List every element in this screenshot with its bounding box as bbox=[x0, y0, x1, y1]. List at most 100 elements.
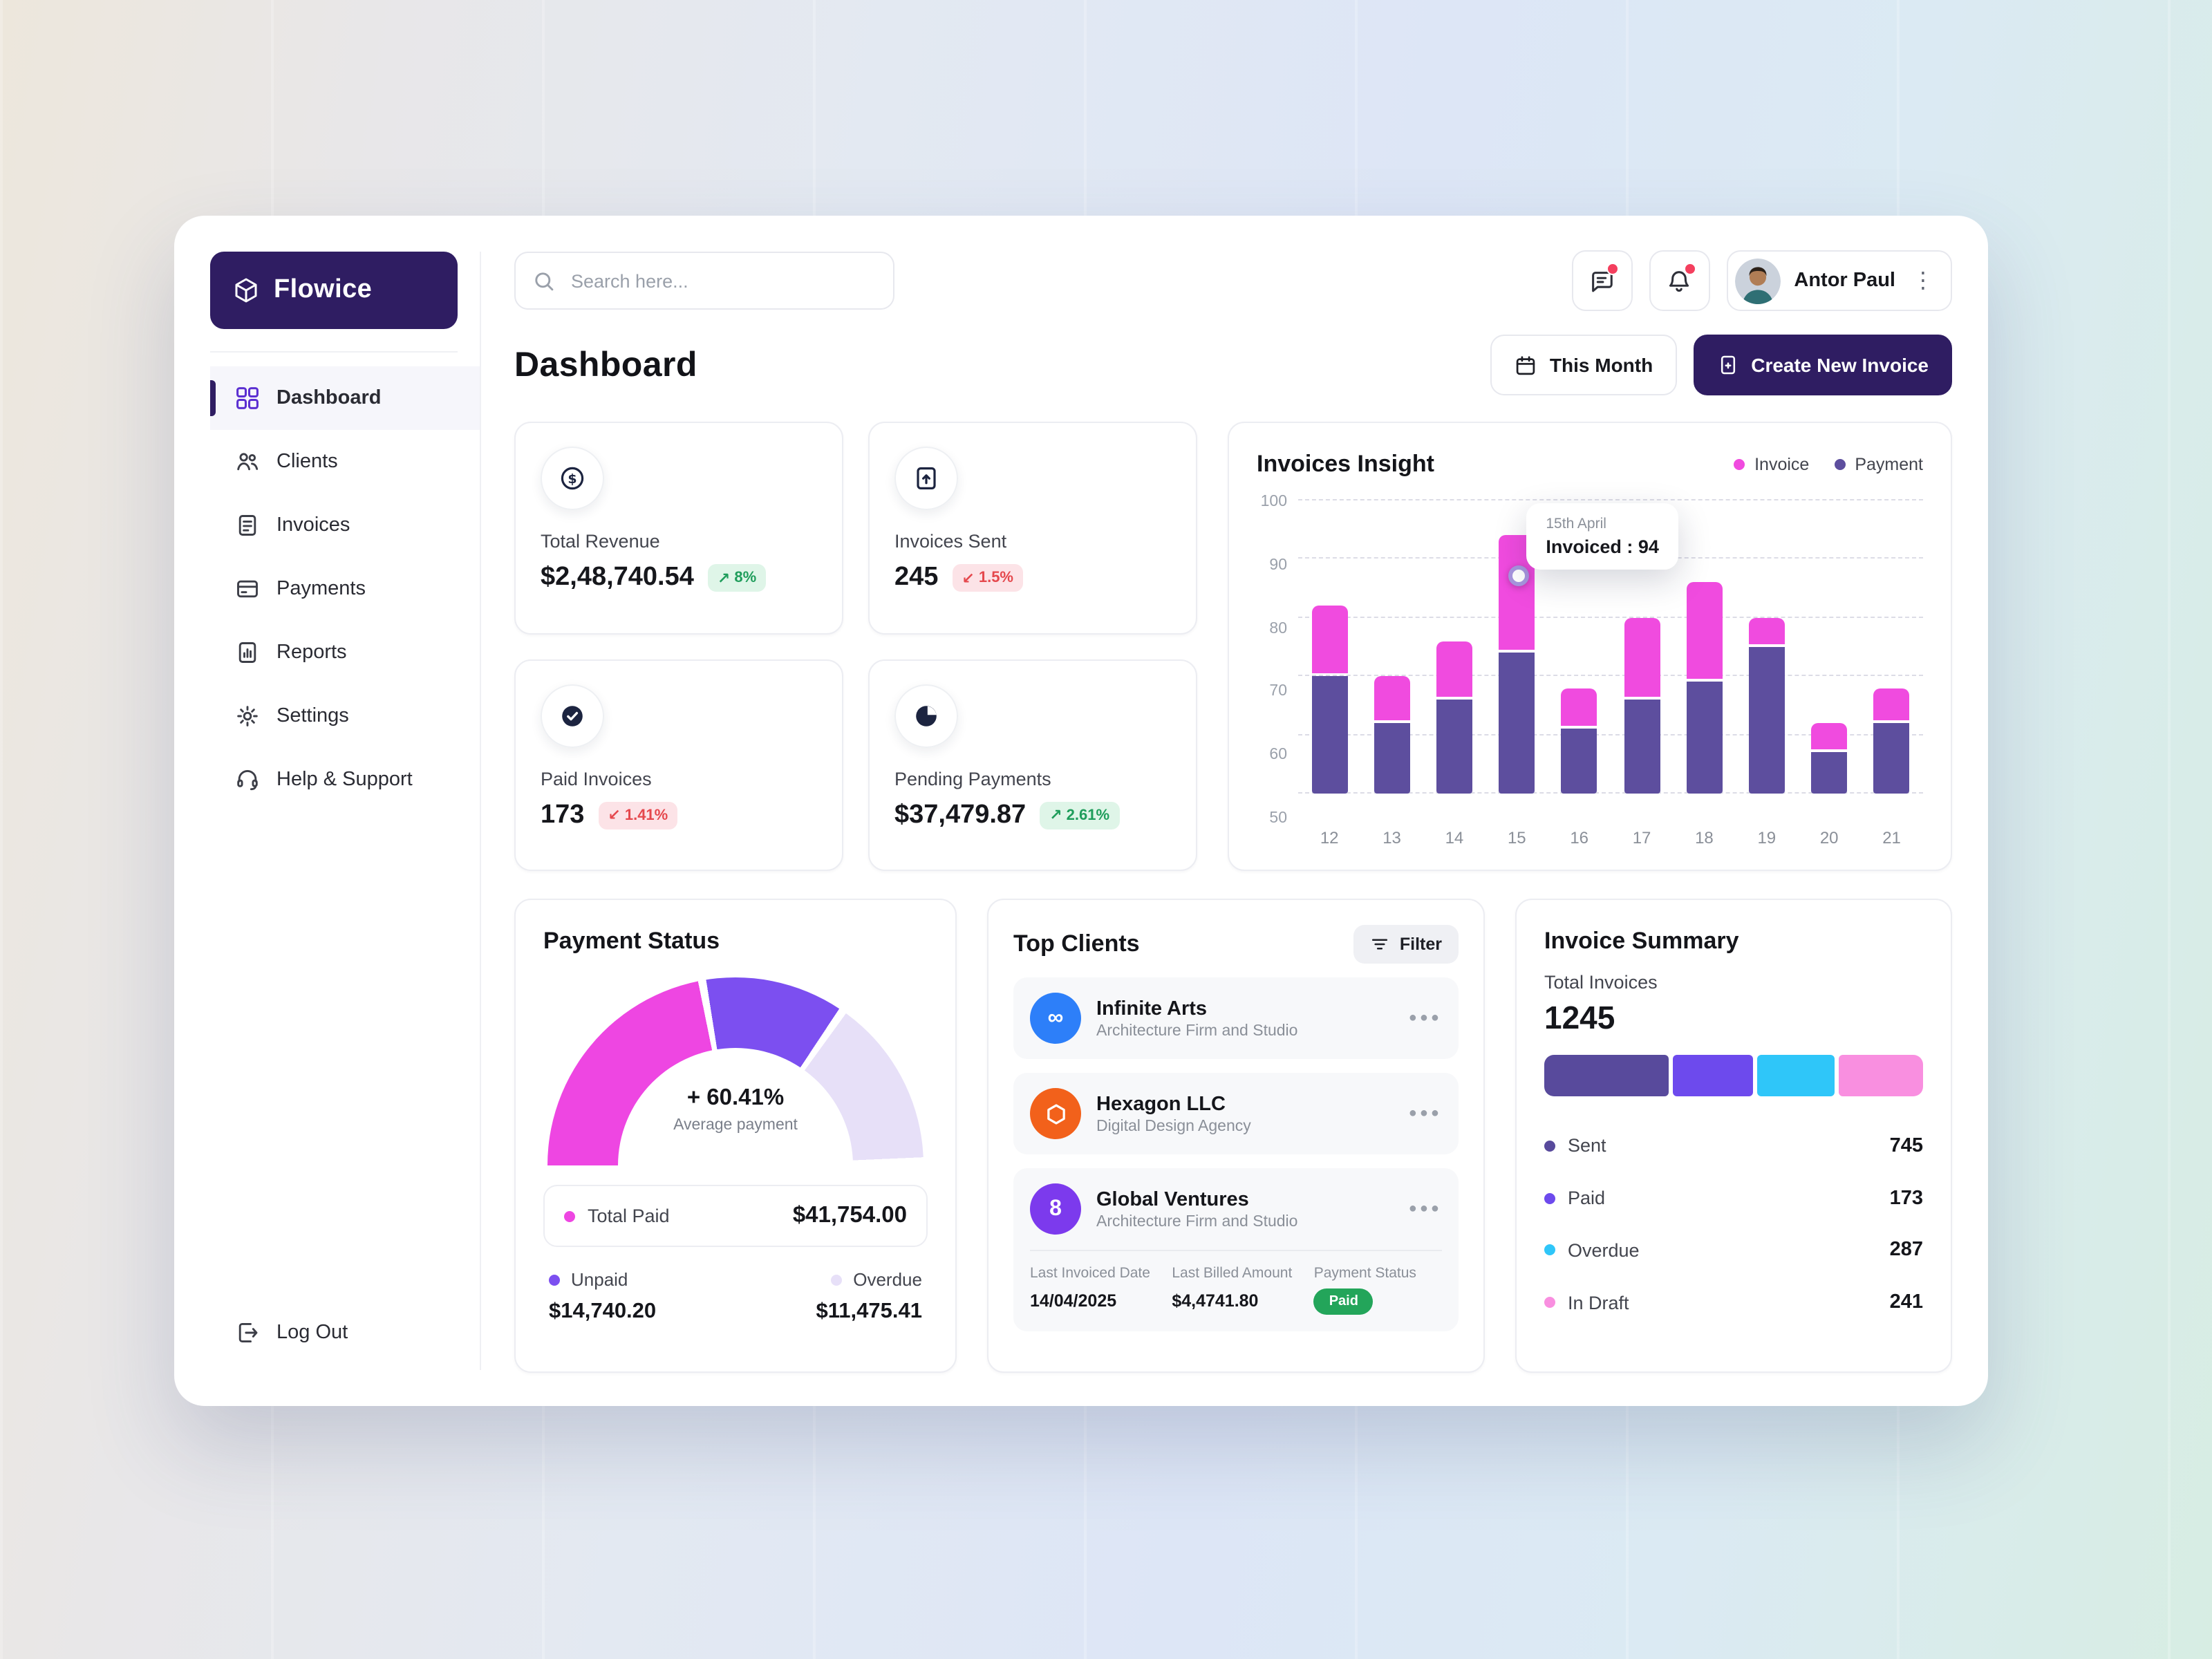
search-box[interactable] bbox=[514, 252, 894, 310]
legend-invoice: Invoice bbox=[1734, 455, 1809, 474]
client-row-infinite-arts[interactable]: ∞ Infinite Arts Architecture Firm and St… bbox=[1013, 977, 1459, 1059]
more-options-button[interactable]: ●●● bbox=[1408, 1011, 1442, 1026]
payments-icon bbox=[235, 577, 260, 601]
gauge-value: + 60.41% bbox=[686, 1085, 785, 1110]
bar-group[interactable] bbox=[1298, 500, 1360, 794]
file-up-icon bbox=[894, 447, 958, 510]
messages-button[interactable] bbox=[1571, 250, 1633, 311]
more-options-button[interactable]: ●●● bbox=[1408, 1106, 1442, 1121]
y-tick-label: 80 bbox=[1269, 620, 1287, 637]
summary-row-sent: Sent 745 bbox=[1544, 1135, 1923, 1157]
payment-bar-segment bbox=[1436, 700, 1472, 794]
overdue-value: $11,475.41 bbox=[816, 1300, 922, 1323]
sidebar-item-payments[interactable]: Payments bbox=[210, 557, 480, 621]
clients-icon bbox=[235, 449, 260, 474]
summary-bar-segment bbox=[1673, 1055, 1754, 1096]
summary-label: Sent bbox=[1568, 1135, 1606, 1156]
bar-group[interactable] bbox=[1611, 500, 1673, 794]
detail-header: Last Billed Amount bbox=[1172, 1265, 1293, 1282]
gridline bbox=[1298, 675, 1923, 677]
stat-delta: 1.41% bbox=[624, 807, 668, 823]
more-options-button[interactable]: ●●● bbox=[1408, 1201, 1442, 1217]
sidebar-item-settings[interactable]: Settings bbox=[210, 684, 480, 748]
logout-label: Log Out bbox=[276, 1322, 348, 1344]
filter-icon bbox=[1371, 935, 1390, 954]
bar-group[interactable] bbox=[1736, 500, 1798, 794]
create-new-invoice-button[interactable]: Create New Invoice bbox=[1693, 335, 1952, 395]
total-invoices-value: 1245 bbox=[1544, 1000, 1615, 1035]
client-row-global-ventures[interactable]: 8 Global Ventures Architecture Firm and … bbox=[1013, 1168, 1459, 1250]
bar-group[interactable] bbox=[1548, 500, 1611, 794]
sidebar-item-label: Reports bbox=[276, 641, 347, 664]
topbar: Antor Paul ⋮ bbox=[514, 250, 1952, 311]
sidebar-item-label: Payments bbox=[276, 578, 366, 600]
topbar-actions: Antor Paul ⋮ bbox=[1571, 250, 1952, 311]
sidebar-item-help-support[interactable]: Help & Support bbox=[210, 748, 480, 812]
y-tick-label: 90 bbox=[1269, 556, 1287, 574]
cube-logo-icon bbox=[232, 276, 260, 304]
logout-icon bbox=[235, 1320, 260, 1345]
logout-button[interactable]: Log Out bbox=[210, 1301, 480, 1365]
filter-label: Filter bbox=[1399, 935, 1442, 954]
figure-eight-icon: 8 bbox=[1030, 1183, 1081, 1235]
chart-legend: Invoice Payment bbox=[1734, 455, 1923, 474]
tooltip-value: Invoiced : 94 bbox=[1546, 536, 1659, 557]
stat-label: Paid Invoices bbox=[541, 768, 652, 789]
active-indicator bbox=[210, 380, 215, 416]
sidebar-item-clients[interactable]: Clients bbox=[210, 430, 480, 494]
gridline bbox=[1298, 616, 1923, 618]
this-month-button[interactable]: This Month bbox=[1490, 335, 1677, 395]
hexagon-icon bbox=[1030, 1088, 1081, 1139]
bar-group[interactable] bbox=[1798, 500, 1860, 794]
x-tick-label: 15 bbox=[1507, 828, 1526, 847]
summary-legend: Sent 745 Paid 173 Overdue 287 bbox=[1544, 1105, 1923, 1344]
down-arrow-icon: ↙ bbox=[962, 570, 975, 587]
client-details: Last Invoiced Date 14/04/2025 Last Bille… bbox=[1013, 1251, 1459, 1331]
legend-dot bbox=[549, 1274, 560, 1285]
dollar-circle-icon: $ bbox=[541, 447, 604, 510]
sidebar-item-label: Help & Support bbox=[276, 769, 413, 791]
stat-card-total-revenue: $ Total Revenue $2,48,740.54 ↗ 8% bbox=[514, 422, 843, 634]
sidebar-item-dashboard[interactable]: Dashboard bbox=[210, 366, 480, 430]
invoice-bar-segment bbox=[1374, 676, 1410, 721]
payment-gauge: + 60.41% Average payment bbox=[547, 977, 924, 1165]
stat-value: 245 bbox=[894, 563, 939, 592]
x-tick-label: 20 bbox=[1819, 828, 1839, 847]
filter-button[interactable]: Filter bbox=[1353, 925, 1459, 964]
summary-row-overdue: Overdue 287 bbox=[1544, 1239, 1923, 1262]
gridline bbox=[1298, 792, 1923, 794]
x-tick-label: 19 bbox=[1757, 828, 1777, 847]
summary-value: 287 bbox=[1889, 1239, 1923, 1262]
profile-menu[interactable]: Antor Paul ⋮ bbox=[1726, 250, 1952, 311]
stat-label: Pending Payments bbox=[894, 768, 1051, 789]
stat-card-paid-invoices: Paid Invoices 173 ↙ 1.41% bbox=[514, 659, 843, 871]
bar-group[interactable] bbox=[1485, 500, 1548, 794]
notifications-button[interactable] bbox=[1649, 250, 1710, 311]
client-row-hexagon-llc[interactable]: Hexagon LLC Digital Design Agency ●●● bbox=[1013, 1073, 1459, 1154]
bar-group[interactable] bbox=[1423, 500, 1485, 794]
bar-group[interactable] bbox=[1360, 500, 1423, 794]
tooltip-date: 15th April bbox=[1546, 516, 1606, 532]
payment-bar-segment bbox=[1624, 700, 1660, 794]
insight-plot: 15th April Invoiced : 94 bbox=[1298, 499, 1923, 794]
bar-group[interactable] bbox=[1673, 500, 1735, 794]
summary-bar-segment bbox=[1839, 1055, 1923, 1096]
payment-status-col: Payment Status Paid bbox=[1313, 1265, 1442, 1315]
search-input[interactable] bbox=[568, 269, 877, 292]
legend-dot bbox=[1544, 1192, 1555, 1204]
kebab-menu-icon[interactable]: ⋮ bbox=[1912, 270, 1934, 293]
unpaid-value: $14,740.20 bbox=[549, 1300, 657, 1323]
client-info: Global Ventures Architecture Firm and St… bbox=[1096, 1188, 1297, 1230]
bar-group[interactable] bbox=[1860, 500, 1922, 794]
total-paid-value: $41,754.00 bbox=[792, 1203, 907, 1228]
sidebar-item-reports[interactable]: Reports bbox=[210, 621, 480, 684]
sidebar-item-invoices[interactable]: Invoices bbox=[210, 494, 480, 557]
summary-bar-segment bbox=[1757, 1055, 1835, 1096]
page-title: Dashboard bbox=[514, 345, 697, 384]
dashboard-icon bbox=[235, 386, 260, 411]
legend-label: Invoice bbox=[1754, 455, 1810, 474]
payment-bar-segment bbox=[1873, 723, 1910, 794]
calendar-icon bbox=[1514, 353, 1537, 377]
insight-tooltip-marker bbox=[1508, 565, 1530, 586]
legend-dot bbox=[1734, 459, 1745, 470]
